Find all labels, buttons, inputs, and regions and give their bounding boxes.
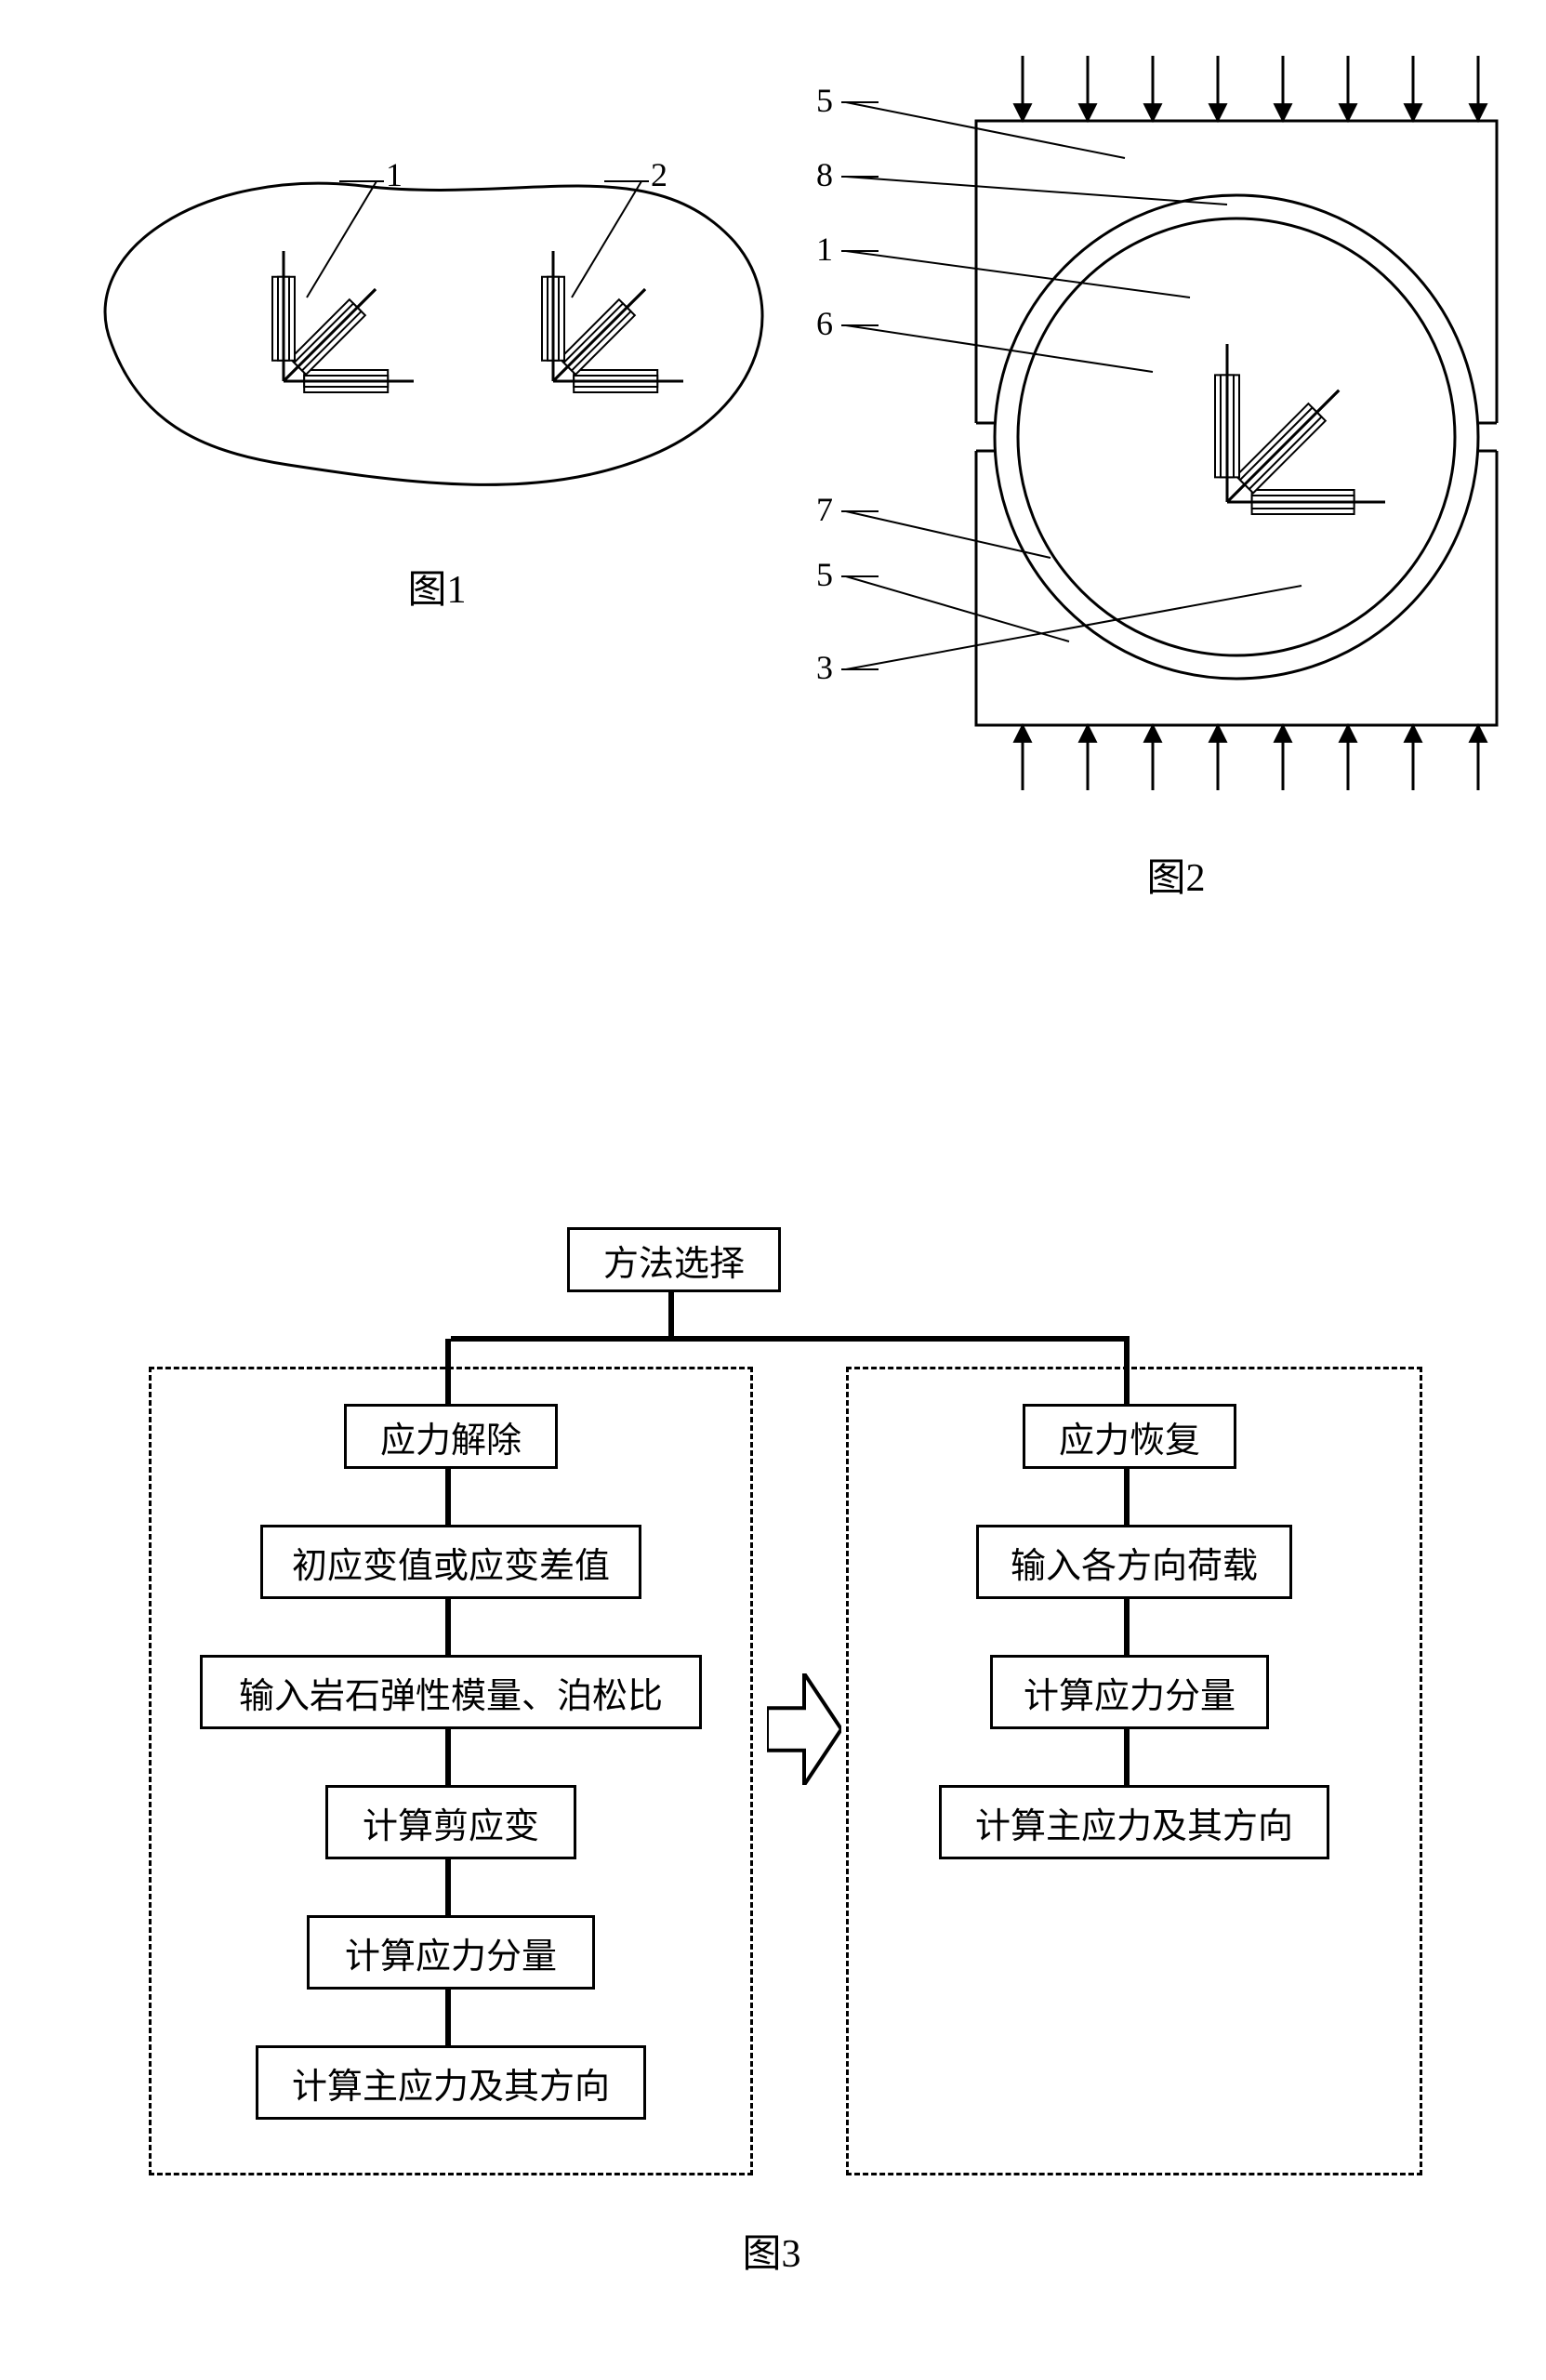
figure-2-svg: 5 8 1 6 7 5 3 (809, 28, 1543, 827)
svg-text:5: 5 (816, 82, 833, 119)
flow-top-box: 方法选择 (567, 1227, 781, 1292)
svg-text:1: 1 (816, 231, 833, 268)
figure-1-svg: 12 (56, 112, 818, 539)
flow-right-box-1: 输入各方向荷载 (976, 1525, 1292, 1599)
figure-3-caption: 图3 (37, 2222, 1506, 2279)
svg-text:2: 2 (651, 156, 667, 193)
flow-left-conn-1 (445, 1599, 451, 1655)
flow-conn-top-h (451, 1336, 1130, 1342)
flow-right-conn-2 (1124, 1729, 1130, 1785)
flow-left-box-2: 输入岩石弹性模量、泊松比 (200, 1655, 702, 1729)
flow-left-conn-0 (445, 1469, 451, 1525)
flow-right-box-3: 计算主应力及其方向 (939, 1785, 1329, 1859)
svg-text:7: 7 (816, 491, 833, 528)
flow-right-conn-0 (1124, 1469, 1130, 1525)
flow-conn-top-v (668, 1292, 674, 1342)
flow-left-box-4: 计算应力分量 (307, 1915, 595, 1990)
flow-left-conn-3 (445, 1859, 451, 1915)
figure-1-caption: 图1 (56, 558, 818, 615)
flow-left-box-0: 应力解除 (344, 1404, 558, 1469)
svg-text:8: 8 (816, 156, 833, 193)
flow-left-box-5: 计算主应力及其方向 (256, 2045, 646, 2120)
flow-left-box-3: 计算剪应变 (325, 1785, 576, 1859)
figure-1: 12 图1 (56, 112, 818, 595)
flow-right-box-2: 计算应力分量 (990, 1655, 1269, 1729)
flow-arrow-icon (767, 1673, 841, 1785)
svg-text:5: 5 (816, 556, 833, 593)
flow-left-conn-2 (445, 1729, 451, 1785)
figure-3: 图3 方法选择应力解除初应变值或应变差值输入岩石弹性模量、泊松比计算剪应变计算应… (37, 1227, 1506, 2268)
flow-left-conn-4 (445, 1990, 451, 2045)
figure-2-caption: 图2 (809, 846, 1543, 903)
flow-left-box-1: 初应变值或应变差值 (260, 1525, 641, 1599)
page: 12 图1 5816753 图2 图3 方法选择应力解除初应变值或应变差值输入岩… (0, 0, 1546, 2380)
svg-text:1: 1 (386, 156, 403, 193)
svg-text:3: 3 (816, 649, 833, 686)
flow-right-box-0: 应力恢复 (1023, 1404, 1236, 1469)
flow-right-conn-1 (1124, 1599, 1130, 1655)
figure-2: 5816753 图2 (809, 28, 1543, 883)
flow-dashed-right (846, 1367, 1422, 2175)
svg-text:6: 6 (816, 305, 833, 342)
